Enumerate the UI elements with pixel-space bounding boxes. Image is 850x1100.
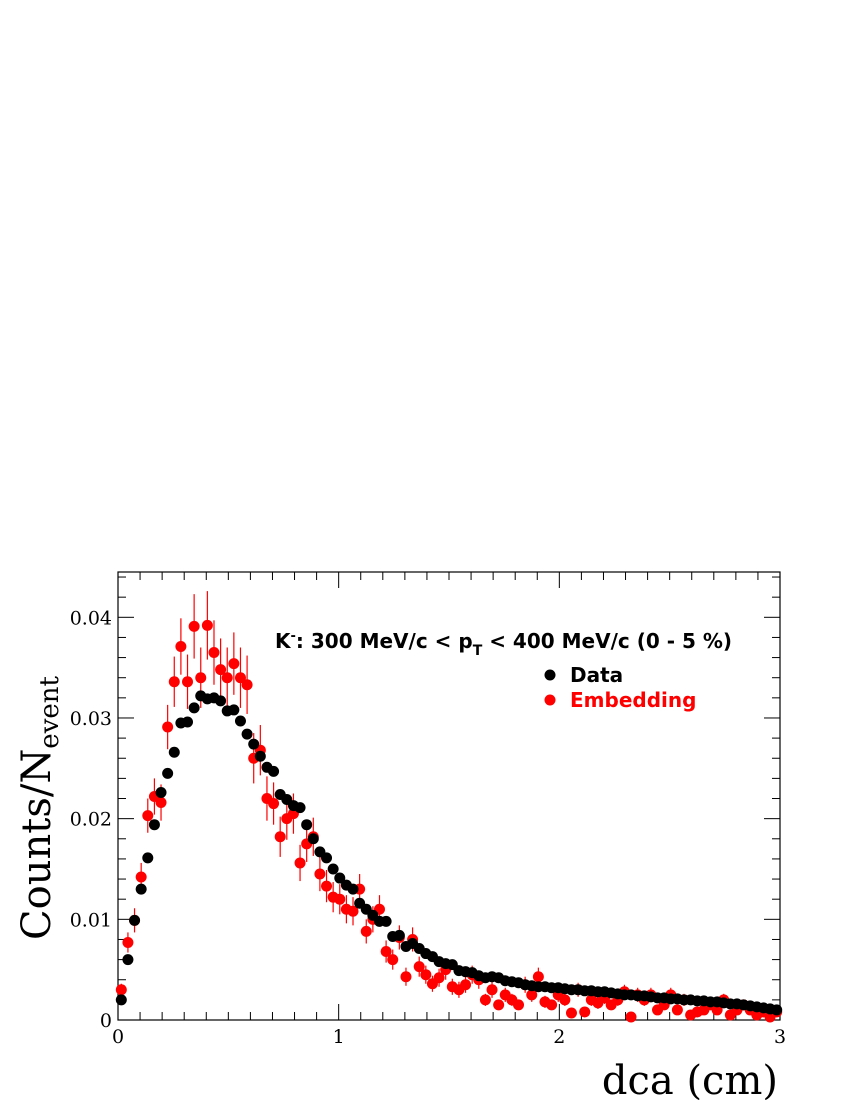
- embedding-point: [526, 989, 538, 1001]
- data-point: [268, 765, 280, 777]
- embedding-point: [559, 994, 571, 1006]
- embedding-point: [208, 647, 220, 659]
- embedding-point: [241, 679, 253, 691]
- embedding-point: [460, 979, 472, 991]
- data-point: [129, 914, 141, 926]
- embedding-point: [155, 797, 167, 809]
- x-tick-labels: 0 1 2 3: [112, 1026, 786, 1048]
- embedding-point: [215, 664, 227, 676]
- x-tick-label: 3: [774, 1026, 786, 1048]
- embedding-point: [387, 954, 399, 966]
- embedding-point: [380, 946, 392, 958]
- embedding-point: [334, 893, 346, 905]
- embedding-point: [274, 831, 286, 843]
- data-point: [334, 872, 346, 884]
- data-point: [168, 746, 180, 758]
- embedding-point: [228, 658, 240, 670]
- legend-label-data: Data: [570, 663, 623, 687]
- embedding-point: [671, 1004, 683, 1016]
- embedding-point: [321, 880, 333, 892]
- data-point: [248, 738, 260, 750]
- data-point: [327, 863, 339, 875]
- data-point: [122, 954, 134, 966]
- data-point: [321, 852, 333, 864]
- y-tick-label: 0.04: [70, 607, 112, 629]
- data-point: [234, 715, 246, 727]
- embedding-point: [360, 925, 372, 937]
- data-point: [380, 915, 392, 927]
- embedding-point: [625, 1011, 637, 1023]
- y-tick-label: 0.03: [70, 708, 112, 730]
- data-point: [142, 852, 154, 864]
- y-tick-label: 0.02: [70, 809, 112, 831]
- embedding-point: [711, 1004, 723, 1016]
- embedding-point: [188, 620, 200, 632]
- embedding-point: [234, 672, 246, 684]
- embedding-point: [546, 999, 558, 1011]
- data-point: [294, 802, 306, 814]
- data-point: [241, 728, 253, 740]
- embedding-point: [135, 871, 147, 883]
- error-bars: [120, 591, 778, 1020]
- legend: Data Embedding: [544, 663, 696, 712]
- embedding-point: [420, 969, 432, 981]
- data-point: [301, 819, 313, 831]
- embedding-point: [433, 972, 445, 984]
- data-point: [188, 702, 200, 714]
- embedding-point: [162, 721, 174, 733]
- embedding-point: [201, 619, 213, 631]
- embedding-point: [268, 798, 280, 810]
- embedding-point: [347, 905, 359, 917]
- embedding-point: [532, 971, 544, 983]
- y-tick-label: 0: [100, 1010, 112, 1032]
- data-point: [254, 750, 266, 762]
- data-point: [215, 695, 227, 707]
- embedding-point: [115, 984, 127, 996]
- data-point: [162, 767, 174, 779]
- embedding-point: [195, 672, 207, 684]
- embedding-point: [479, 994, 491, 1006]
- embedding-point: [413, 961, 425, 973]
- y-axis-title: Counts/Nevent: [14, 675, 65, 940]
- embedding-point: [579, 1006, 591, 1018]
- data-point: [182, 716, 194, 728]
- y-tick-labels: 0 0.01 0.02 0.03 0.04: [70, 607, 112, 1032]
- embedding-point: [168, 676, 180, 688]
- data-point: [347, 883, 359, 895]
- x-tick-label: 1: [333, 1026, 345, 1048]
- embedding-point: [142, 810, 154, 822]
- chart-annotation: K-: 300 MeV/c < pT < 400 MeV/c (0 - 5 %): [275, 629, 732, 659]
- embedding-point: [175, 640, 187, 652]
- legend-label-embedding: Embedding: [570, 688, 696, 712]
- embedding-point: [221, 672, 233, 684]
- data-point: [307, 833, 319, 845]
- data-point: [771, 1004, 783, 1016]
- embedding-point: [486, 984, 498, 996]
- data-point: [135, 883, 147, 895]
- x-axis-title: dca (cm): [602, 1058, 778, 1100]
- data-point: [115, 994, 127, 1006]
- x-tick-label: 2: [553, 1026, 565, 1048]
- embedding-point: [314, 868, 326, 880]
- data-point: [155, 786, 167, 798]
- embedding-point: [400, 971, 412, 983]
- data-point: [393, 929, 405, 941]
- data-points: [115, 619, 783, 1023]
- embedding-point: [294, 857, 306, 869]
- y-tick-label: 0.01: [70, 909, 112, 931]
- embedding-point: [122, 936, 134, 948]
- embedding-point: [565, 1007, 577, 1019]
- legend-marker-embedding: [544, 694, 556, 706]
- legend-marker-data: [544, 669, 556, 681]
- embedding-point: [493, 999, 505, 1011]
- x-tick-label: 0: [112, 1026, 124, 1048]
- data-point: [148, 819, 160, 831]
- data-point: [228, 704, 240, 716]
- embedding-point: [182, 676, 194, 688]
- embedding-point: [513, 999, 525, 1011]
